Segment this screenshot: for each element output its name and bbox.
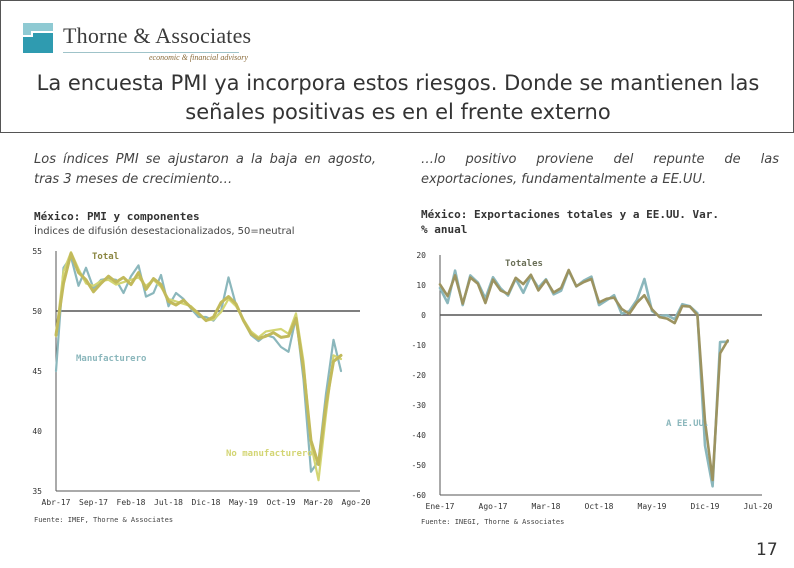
exports-x-tick-label: Oct-18 <box>585 502 614 511</box>
left-chart-subtitle: Índices de difusión desestacionalizados,… <box>34 226 295 237</box>
pmi-series-label: Total <box>92 252 119 262</box>
pmi-series-line-total <box>54 251 343 467</box>
pmi-series-label: No manufacturero <box>226 449 313 459</box>
pmi-x-tick-label: Feb-18 <box>117 498 146 507</box>
exports-y-tick-label: -50 <box>412 461 427 470</box>
left-intro-text: Los índices PMI se ajustaron a la baja e… <box>34 152 376 187</box>
page-number: 17 <box>756 540 778 560</box>
pmi-series-label: Manufacturero <box>76 354 146 364</box>
exports-series-label: Totales <box>505 259 543 269</box>
header-band: Thorne & Associates economic & financial… <box>0 0 794 133</box>
pmi-x-tick-label: Oct-19 <box>267 498 296 507</box>
exports-x-tick-label: Ene-17 <box>426 502 455 511</box>
exports-series-line-totales <box>438 268 730 482</box>
pmi-x-tick-label: Jul-18 <box>154 498 183 507</box>
exports-x-tick-label: May-19 <box>638 502 667 511</box>
exports-y-tick-label: 10 <box>416 281 426 290</box>
pmi-x-tick-label: Sep-17 <box>79 498 108 507</box>
logo-divider <box>63 52 239 53</box>
pmi-x-tick-label: Ago-20 <box>342 498 371 507</box>
exports-series-label: A EE.UU. <box>666 419 709 429</box>
pmi-x-tick-label: May-19 <box>229 498 258 507</box>
pmi-x-tick-label: Mar-20 <box>304 498 333 507</box>
right-chart-title: México: Exportaciones totales y a EE.UU.… <box>421 208 720 236</box>
left-chart-source: Fuente: IMEF, Thorne & Associates <box>34 516 174 524</box>
pmi-x-tick-label: Abr-17 <box>42 498 71 507</box>
right-intro-text: …lo positivo proviene del repunte de las… <box>421 152 779 187</box>
exports-y-tick-label: -60 <box>412 491 427 500</box>
exports-x-tick-label: Jul-20 <box>744 502 773 511</box>
exports-y-tick-label: -30 <box>412 401 427 410</box>
exports-x-tick-label: Mar-18 <box>532 502 561 511</box>
brand-tagline: economic & financial advisory <box>149 53 248 62</box>
exports-series-line-a-ee-uu- <box>438 269 730 488</box>
exports-y-tick-label: -40 <box>412 431 427 440</box>
exports-y-tick-label: -20 <box>412 371 427 380</box>
pmi-y-tick-label: 40 <box>32 427 42 436</box>
pmi-x-tick-label: Dic-18 <box>192 498 221 507</box>
left-chart-title: México: PMI y componentes <box>34 210 200 223</box>
exports-y-tick-label: -10 <box>412 341 427 350</box>
page-title: La encuesta PMI ya incorpora estos riesg… <box>36 71 760 124</box>
pmi-y-tick-label: 35 <box>32 487 42 496</box>
pmi-y-tick-label: 55 <box>32 247 42 256</box>
logo-icon <box>21 23 53 55</box>
exports-x-tick-label: Ago-17 <box>479 502 508 511</box>
exports-x-tick-label: Dic-19 <box>691 502 720 511</box>
exports-y-tick-label: 20 <box>416 251 426 260</box>
pmi-y-tick-label: 45 <box>32 367 42 376</box>
exports-y-tick-label: 0 <box>421 311 426 320</box>
pmi-y-tick-label: 50 <box>32 307 42 316</box>
pmi-series-line-manufacturero <box>54 255 343 473</box>
brand-name: Thorne & Associates <box>63 23 252 48</box>
right-chart-source: Fuente: INEGI, Thorne & Associates <box>421 518 565 526</box>
